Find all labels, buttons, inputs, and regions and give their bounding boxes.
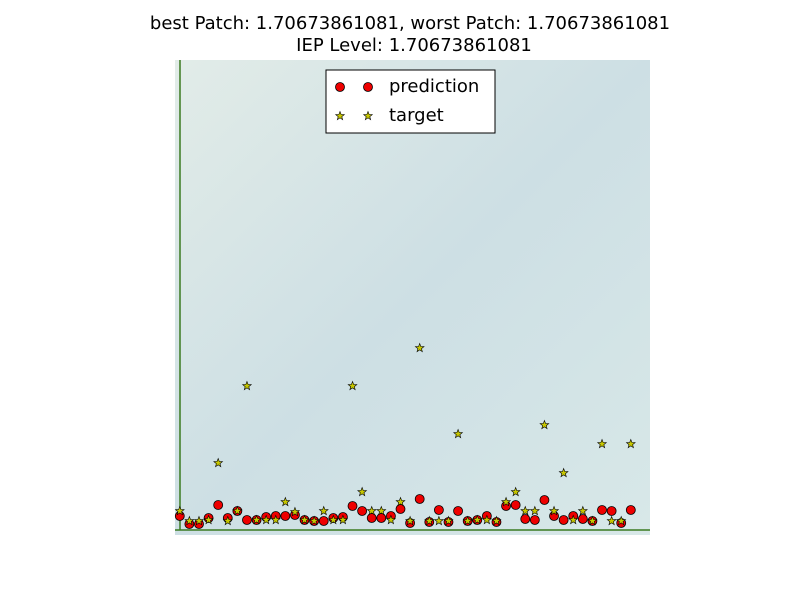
star-point [261, 514, 272, 525]
star-point [337, 514, 349, 525]
point [376, 513, 387, 523]
point [529, 515, 540, 525]
star-point [577, 505, 588, 516]
legend-marker [334, 110, 346, 121]
star-point [616, 515, 627, 526]
star-point [520, 505, 531, 516]
star-point [241, 380, 253, 391]
star-point [347, 380, 358, 391]
point [453, 506, 463, 516]
legend-item: target [334, 105, 444, 126]
star-point [318, 505, 329, 516]
point [366, 513, 377, 523]
point [606, 506, 617, 516]
star-point [395, 496, 406, 507]
star-point [289, 506, 301, 517]
point [347, 501, 358, 511]
star-point [193, 515, 205, 526]
star-point [625, 438, 636, 449]
star-point [596, 438, 608, 449]
star-point [481, 514, 492, 525]
legend-marker [362, 110, 374, 121]
point [414, 494, 425, 504]
point [625, 505, 636, 515]
star-point [529, 505, 540, 516]
point [280, 511, 291, 521]
star-point [500, 496, 512, 507]
legend: prediction target [325, 69, 496, 134]
point [213, 500, 224, 510]
legend-label: prediction [389, 76, 479, 97]
point [558, 515, 569, 525]
marks [174, 342, 636, 529]
star-point [309, 515, 320, 526]
chart-title: best Patch: 1.70673861081, worst Patch: … [150, 13, 670, 34]
star-point [385, 514, 397, 525]
point [357, 506, 368, 516]
star-point [328, 514, 339, 525]
star-point [452, 428, 464, 439]
star-point [357, 486, 368, 497]
star-point [424, 515, 435, 526]
legend-item: prediction [335, 76, 479, 97]
star-point [414, 342, 425, 353]
point [520, 514, 531, 524]
star-point [213, 457, 224, 468]
star-point [510, 486, 521, 497]
star-point [376, 505, 387, 516]
star-point [462, 515, 473, 526]
star-point [539, 419, 550, 430]
star-point [251, 514, 262, 525]
star-point [280, 496, 291, 507]
star-point [184, 515, 195, 526]
legend-marker [335, 82, 345, 92]
star-point [405, 515, 416, 526]
star-point [558, 467, 569, 478]
plot-background [175, 60, 650, 535]
star-point [443, 515, 454, 526]
star-point [548, 505, 560, 516]
point [539, 495, 550, 505]
star-point [232, 505, 243, 516]
star-point [270, 514, 281, 525]
point [597, 505, 607, 515]
star-point [568, 514, 579, 525]
legend-box [325, 69, 496, 134]
point [318, 516, 329, 526]
star-point [433, 515, 444, 526]
star-point [203, 514, 214, 525]
star-point [299, 514, 310, 525]
point [510, 500, 521, 510]
legend-marker [363, 82, 373, 92]
star-point [587, 515, 598, 526]
star-point [606, 515, 617, 526]
star-point [491, 515, 502, 526]
point [577, 514, 588, 524]
star-point [472, 514, 483, 525]
star-point [174, 505, 185, 516]
legend-label: target [389, 105, 444, 126]
point [242, 515, 252, 525]
chart-subtitle: IEP Level: 1.70673861081 [296, 35, 532, 56]
point [433, 505, 444, 515]
point [395, 504, 406, 514]
star-point [222, 515, 233, 526]
star-point [366, 505, 377, 516]
